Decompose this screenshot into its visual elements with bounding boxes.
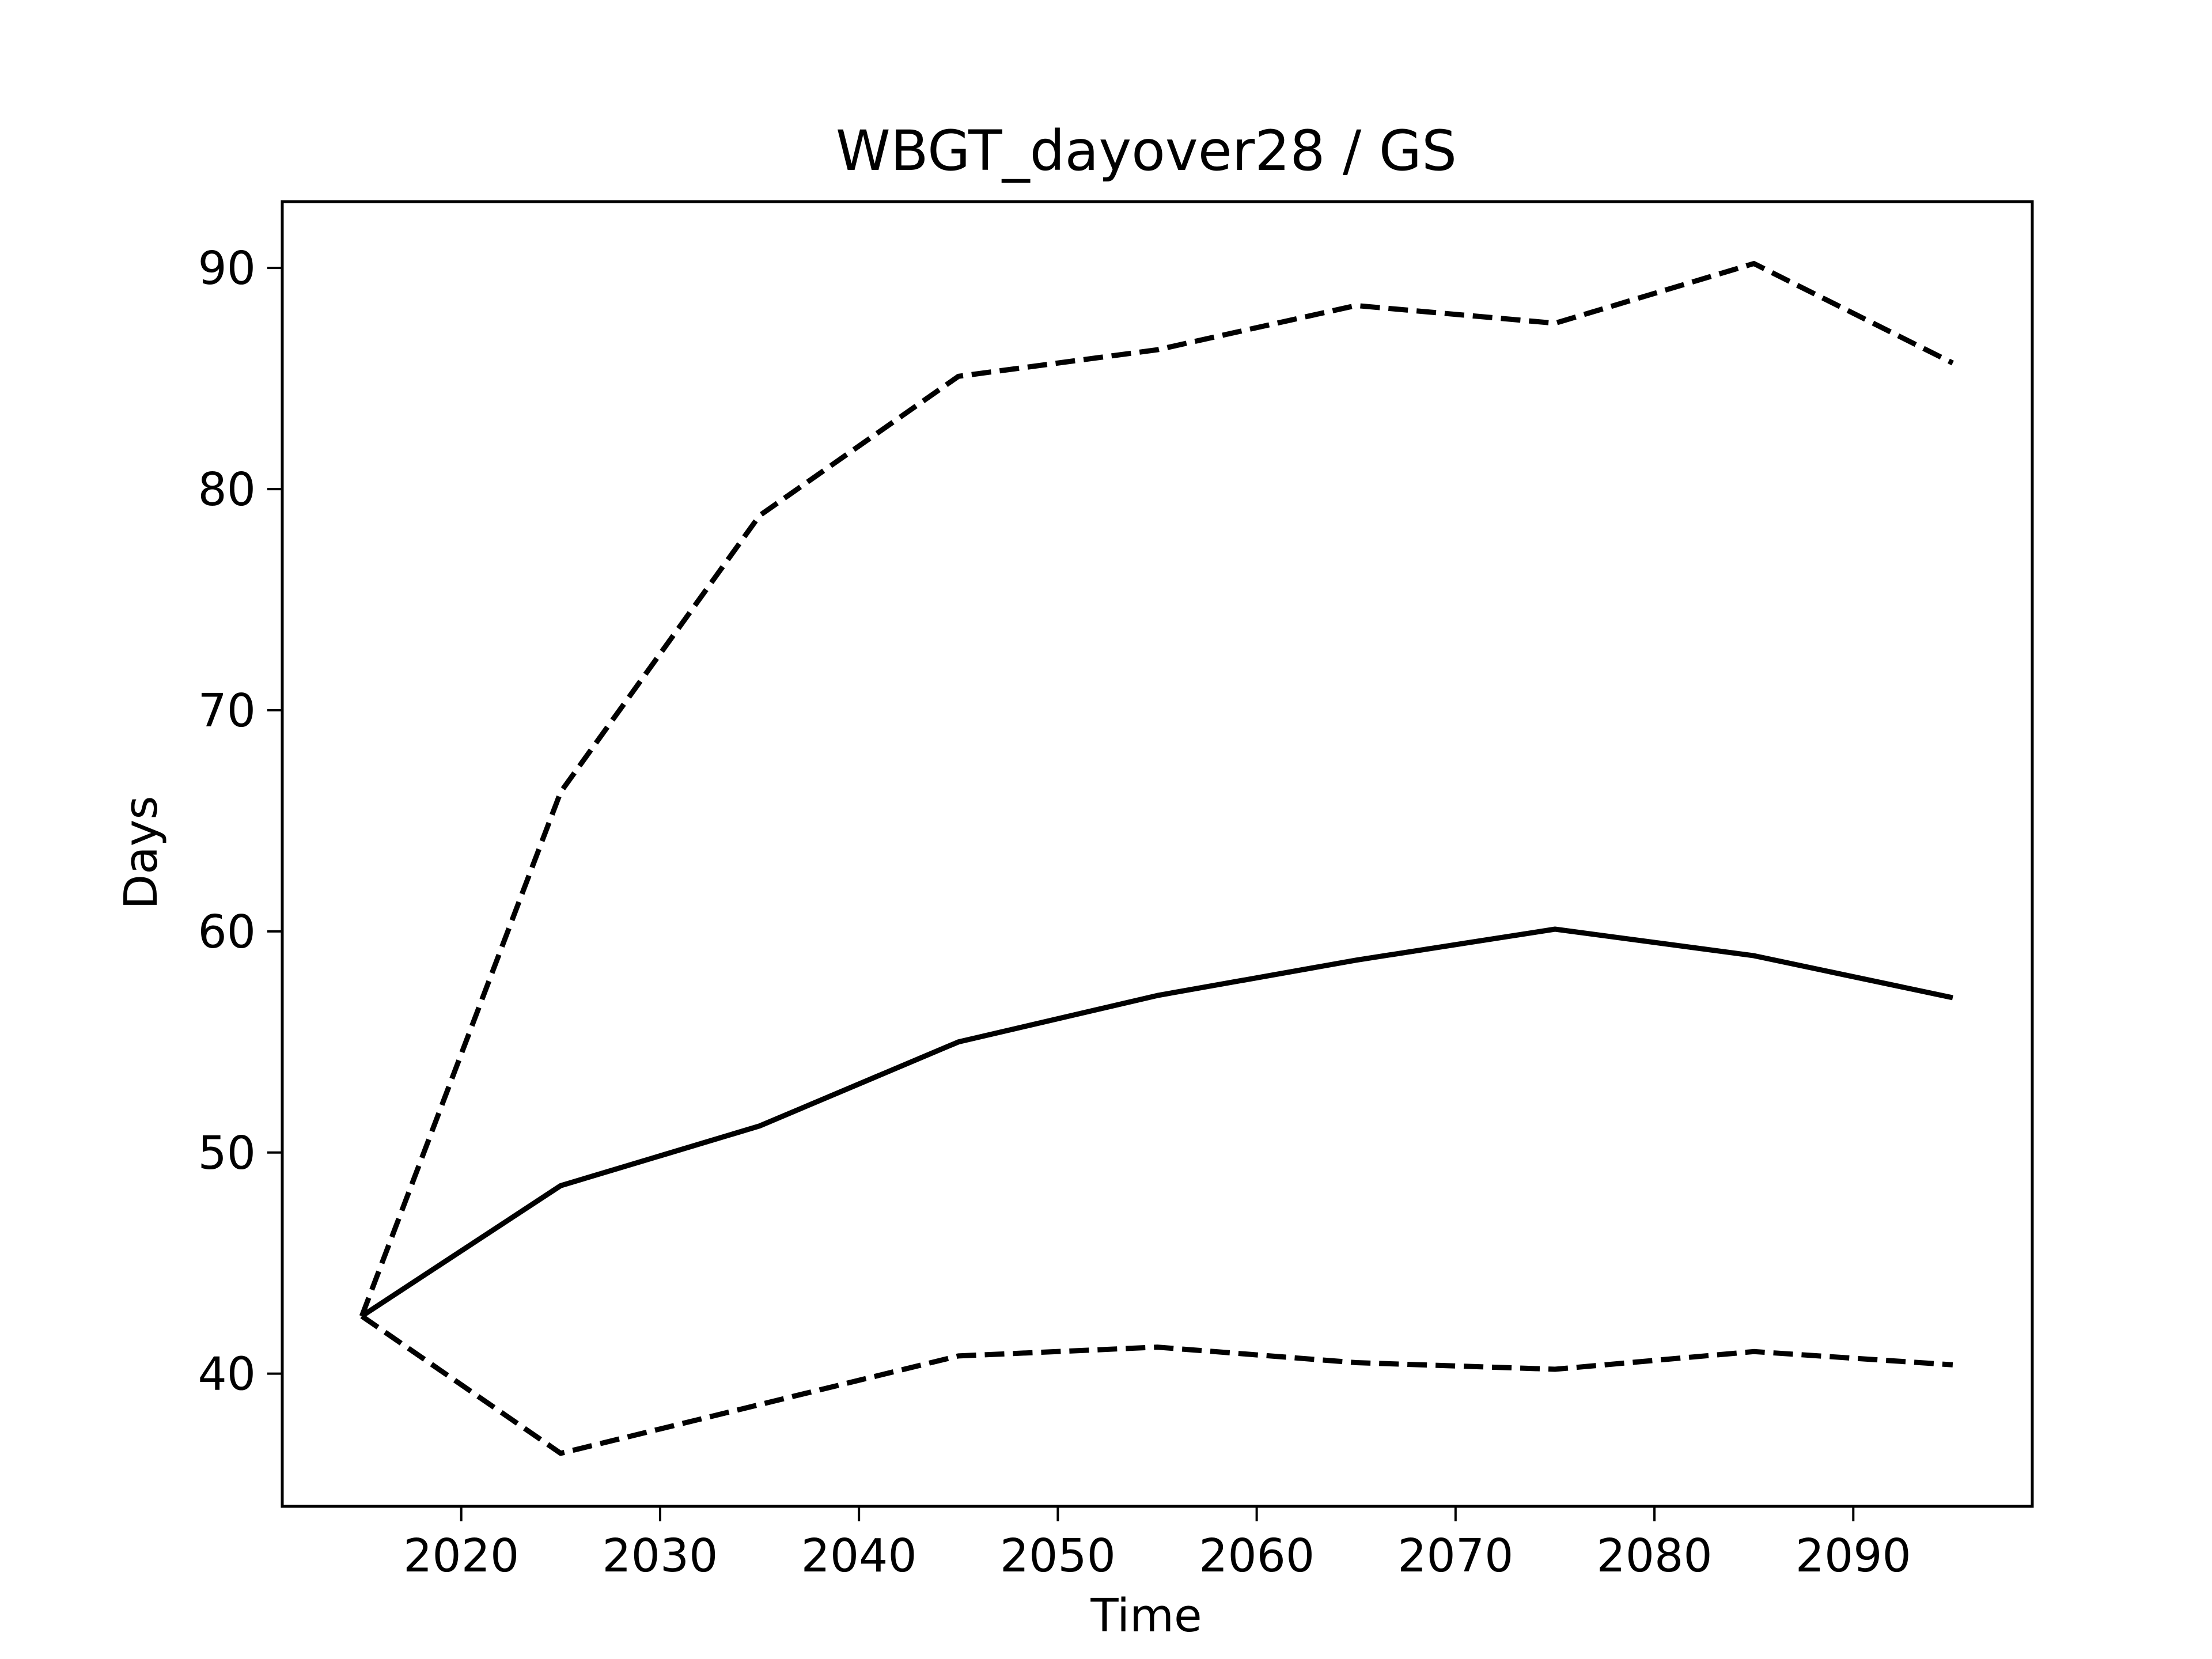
plot-frame xyxy=(281,200,2034,1508)
series-line-2 xyxy=(360,926,1953,1319)
series-line-1 xyxy=(359,261,1954,1317)
y-tick-label-50: 50 xyxy=(198,1127,256,1180)
x-tick-label-2050: 2050 xyxy=(1000,1529,1116,1582)
x-tick-label-2070: 2070 xyxy=(1397,1529,1513,1582)
x-tick-label-2060: 2060 xyxy=(1199,1529,1315,1582)
x-tick-label-2090: 2090 xyxy=(1796,1529,1911,1582)
y-tick-label-60: 60 xyxy=(198,906,256,959)
x-tick-label-2030: 2030 xyxy=(602,1529,718,1582)
x-tick-label-2080: 2080 xyxy=(1597,1529,1713,1582)
series-line-3 xyxy=(360,1314,1953,1456)
y-tick-label-70: 70 xyxy=(198,684,256,737)
y-tick-label-40: 40 xyxy=(198,1348,256,1401)
x-tick-label-2020: 2020 xyxy=(403,1529,519,1582)
chart-title: WBGT_dayover28 / GS xyxy=(836,119,1457,183)
plot-area: 2020 2030 2040 2050 2060 2070 2080 2090 40 50 60 70… xyxy=(198,200,2034,1582)
y-tick-label-90: 90 xyxy=(198,242,256,295)
x-tick-label-2040: 2040 xyxy=(801,1529,917,1582)
y-tick-label-80: 80 xyxy=(198,463,256,516)
y-axis-label: Days xyxy=(115,796,168,909)
x-axis-label: Time xyxy=(1090,1589,1202,1642)
